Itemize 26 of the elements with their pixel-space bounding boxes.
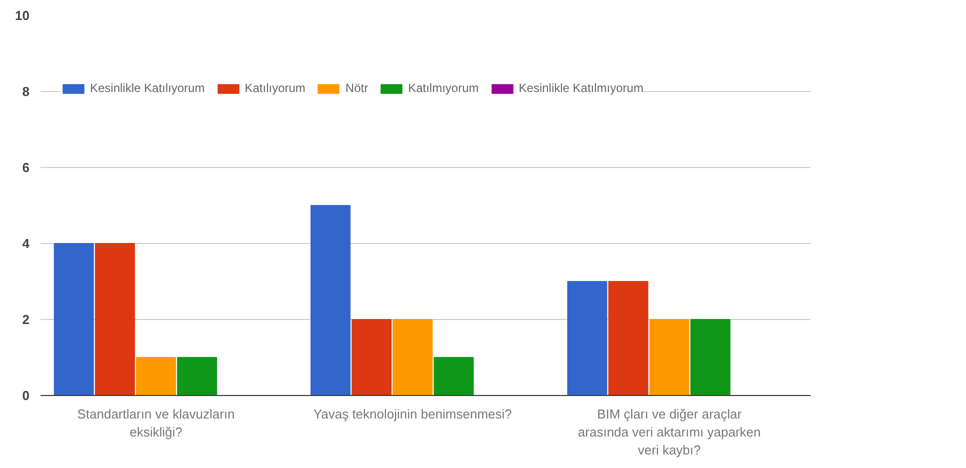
bar	[54, 243, 94, 396]
legend-label: Kesinlikle Katılıyorum	[90, 81, 205, 95]
bar	[608, 281, 648, 396]
legend-label: Kesinlikle Katılmıyorum	[518, 81, 644, 95]
x-tick-label: Yavaş teknolojinin benimsenmesi?	[313, 406, 512, 422]
x-tick-label: Standartların ve klavuzların eksikliği?	[77, 406, 235, 440]
bar	[434, 357, 474, 396]
bar	[352, 319, 392, 396]
legend-label: Katılıyorum	[244, 81, 306, 95]
y-tick-label: 2	[22, 312, 30, 327]
bar	[392, 319, 433, 396]
bar	[94, 243, 135, 396]
legend-label: Katılmıyorum	[408, 81, 479, 95]
legend-label: Nötr	[345, 81, 368, 95]
y-tick-label: 4	[22, 236, 30, 251]
y-tick-label: 0	[22, 388, 30, 403]
y-tick-label: 10	[15, 8, 30, 23]
bar	[690, 319, 730, 396]
bar	[310, 205, 351, 396]
bar	[567, 281, 608, 396]
y-tick-label: 8	[22, 84, 30, 99]
bar	[649, 319, 690, 396]
y-tick-label: 6	[22, 160, 30, 175]
x-tick-label: BIM çları ve diğer araçlar arasında veri aktarımı yaparken veri kaybı?	[578, 406, 761, 458]
bar	[177, 357, 218, 396]
bar	[136, 357, 176, 396]
